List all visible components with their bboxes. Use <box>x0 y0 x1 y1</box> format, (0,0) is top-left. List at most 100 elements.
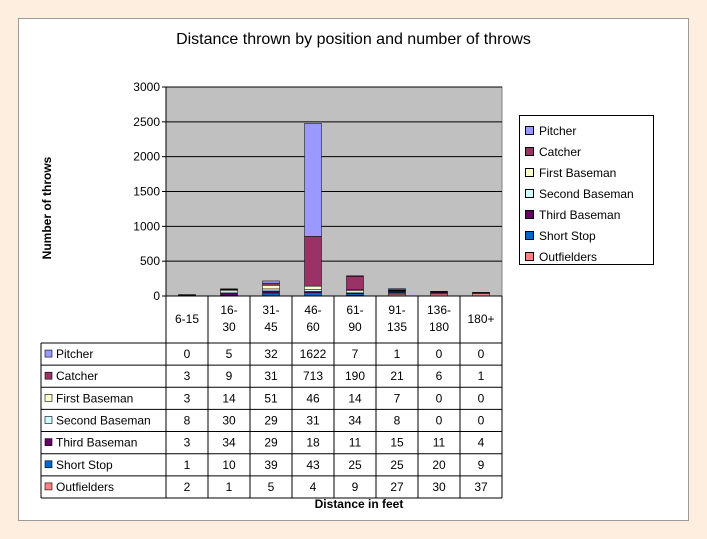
data-label: 7 <box>352 347 359 361</box>
bar-segment <box>304 292 322 296</box>
x-tick-label: 61-90 <box>346 303 363 334</box>
table-row-key <box>44 416 53 424</box>
data-label: 190 <box>345 369 365 383</box>
legend-label: Catcher <box>539 144 582 159</box>
y-axis-label: Number of throws <box>40 156 54 260</box>
data-label: 0 <box>436 413 443 427</box>
legend-swatch <box>525 210 534 219</box>
data-label: 37 <box>474 480 488 494</box>
data-label: 7 <box>394 391 401 405</box>
bar-segment <box>346 293 364 296</box>
bar-segment <box>304 289 322 292</box>
chart-canvas: 0500100015002000250030006-1516-3031-4546… <box>40 80 503 499</box>
legend-label: First Baseman <box>539 165 617 180</box>
bar-segment <box>346 276 364 290</box>
data-label: 0 <box>478 391 485 405</box>
legend-item: Outfielders <box>525 246 653 267</box>
table-row-key <box>44 349 53 358</box>
data-label: 8 <box>394 413 401 427</box>
legend-label: Short Stop <box>539 228 596 243</box>
table-row-key <box>44 482 53 491</box>
bar-segment <box>346 290 364 294</box>
data-label: 6 <box>436 369 443 383</box>
legend-item: Second Baseman <box>525 183 653 204</box>
legend: Pitcher Catcher First Baseman Second Basema… <box>519 115 654 265</box>
table-row-key <box>44 438 53 446</box>
bar-segment <box>304 236 322 287</box>
data-label: 1 <box>394 347 401 361</box>
bar-segment <box>262 282 280 286</box>
legend-item: Third Baseman <box>525 204 653 225</box>
data-label: 0 <box>436 347 443 361</box>
data-label: 31 <box>264 369 278 383</box>
x-tick-label: 6-15 <box>175 312 199 326</box>
data-label: 21 <box>390 369 404 383</box>
data-label: 5 <box>226 347 233 361</box>
data-label: 32 <box>264 347 278 361</box>
data-label: 3 <box>184 436 191 450</box>
y-tick-label: 0 <box>153 289 160 303</box>
data-label: 2 <box>184 480 191 494</box>
x-tick-label: 16-30 <box>220 303 237 334</box>
x-tick-label: 31-45 <box>262 303 279 334</box>
data-label: 1622 <box>300 347 327 361</box>
bar-segment <box>262 290 280 294</box>
table-row-label: First Baseman <box>56 391 133 405</box>
data-label: 27 <box>390 480 404 494</box>
bar-segment <box>220 292 238 296</box>
legend-swatch <box>525 147 534 156</box>
data-label: 10 <box>222 458 236 472</box>
data-label: 25 <box>390 458 404 472</box>
data-label: 4 <box>310 480 317 494</box>
bar-segment <box>262 285 280 290</box>
data-label: 14 <box>222 391 236 405</box>
data-label: 3 <box>184 369 191 383</box>
legend-swatch <box>525 231 534 240</box>
table-row-label: Catcher <box>56 369 98 383</box>
chart-frame: 0 500 1000 1500 2000 2500 3000 6-15 16-30 31-45 46… <box>18 18 689 521</box>
data-label: 9 <box>226 369 233 383</box>
data-label: 29 <box>264 413 278 427</box>
data-label: 9 <box>478 458 485 472</box>
legend-label: Outfielders <box>539 249 598 264</box>
legend-label: Pitcher <box>539 123 577 138</box>
data-label: 0 <box>184 347 191 361</box>
x-tick-label: 46-60 <box>304 303 321 334</box>
legend-label: Third Baseman <box>539 207 621 222</box>
bar-segment <box>262 280 280 284</box>
legend-item: Catcher <box>525 141 653 162</box>
table-row-label: Pitcher <box>56 347 93 361</box>
bar-segment <box>304 285 322 290</box>
data-label: 11 <box>433 436 446 450</box>
y-tick-label: 1000 <box>133 219 160 233</box>
data-label: 1 <box>226 480 233 494</box>
data-label: 43 <box>306 458 320 472</box>
table-row-label: Second Baseman <box>56 413 151 427</box>
legend-item: Pitcher <box>525 120 653 141</box>
bar-segment <box>388 292 406 295</box>
data-label: 0 <box>478 413 485 427</box>
y-tick-label: 500 <box>140 254 160 268</box>
table-row-label: Outfielders <box>56 480 114 494</box>
data-label: 18 <box>306 436 320 450</box>
data-label: 4 <box>478 436 485 450</box>
data-label: 15 <box>390 436 404 450</box>
table-row-label: Short Stop <box>56 458 113 472</box>
data-label: 30 <box>432 480 446 494</box>
table-row-key <box>44 371 53 380</box>
y-tick-label: 2500 <box>133 115 160 129</box>
data-label: 9 <box>352 480 359 494</box>
bar-segment <box>262 292 280 296</box>
table-row-key <box>44 460 53 469</box>
data-label: 11 <box>349 436 362 450</box>
data-label: 8 <box>184 413 191 427</box>
data-label: 1 <box>184 458 191 472</box>
data-label: 51 <box>264 391 278 405</box>
data-label: 0 <box>478 347 485 361</box>
data-label: 0 <box>436 391 443 405</box>
y-tick-label: 3000 <box>133 80 160 94</box>
x-tick-label: 136-180 <box>427 303 451 334</box>
table-row-label: Third Baseman <box>56 436 137 450</box>
x-tick-label: 180+ <box>467 312 494 326</box>
legend-swatch <box>525 126 534 135</box>
